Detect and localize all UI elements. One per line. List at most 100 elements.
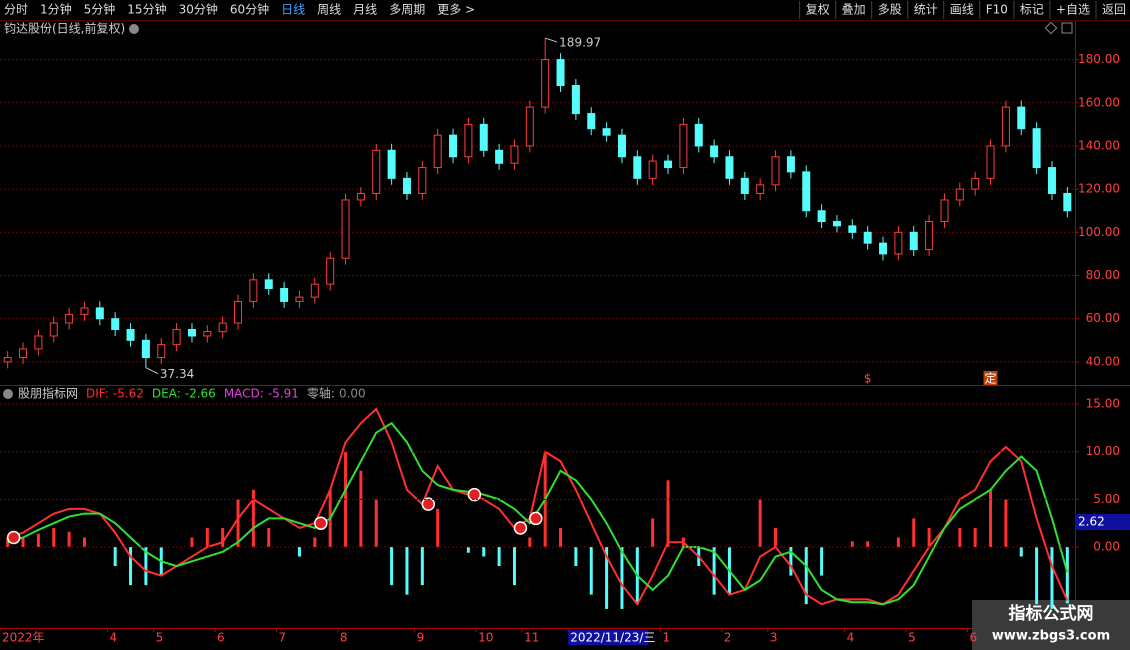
event-marker-box xyxy=(860,371,875,385)
toolbar-button[interactable]: 30分钟 xyxy=(179,2,218,17)
toolbar-button[interactable]: 统计 xyxy=(914,3,938,17)
toolbar-button[interactable]: 更多 > xyxy=(437,3,475,17)
macd-bar xyxy=(1004,499,1008,548)
legend-text: 零轴: xyxy=(307,386,335,401)
candle-body xyxy=(1063,192,1072,212)
x-tick-label: 5 xyxy=(156,631,164,645)
chart-title: 钧达股份(日线,前复权) xyxy=(4,21,125,36)
legend-text: -5.62 xyxy=(113,387,144,401)
candle-body xyxy=(326,257,335,285)
toolbar-button[interactable]: 多股 xyxy=(878,3,902,17)
toolbar-button[interactable]: 60分钟 xyxy=(230,2,269,17)
y-tick-label: 5.00 xyxy=(1093,492,1120,506)
legend-text: MACD: xyxy=(224,387,264,401)
x-tick-label: 10 xyxy=(478,631,493,645)
candle-body xyxy=(65,313,74,324)
y-tick-label: 180.00 xyxy=(1078,52,1120,66)
indicator-menu-icon[interactable] xyxy=(3,389,13,399)
macd-bar xyxy=(497,547,501,567)
candle-body xyxy=(19,348,28,359)
candle-body xyxy=(433,134,442,169)
macd-bar xyxy=(912,518,916,548)
candle-body xyxy=(449,134,458,158)
toolbar-button[interactable]: 画线 xyxy=(950,3,974,17)
candle-body xyxy=(464,123,473,158)
toolbar-button[interactable]: 分时 xyxy=(4,3,28,17)
candle-body xyxy=(280,287,289,302)
y-tick-label: 10.00 xyxy=(1086,444,1120,458)
candle-body xyxy=(664,160,673,169)
macd-bar xyxy=(804,547,808,605)
toolbar-button[interactable]: 多周期 xyxy=(389,3,425,17)
candle-body xyxy=(756,184,765,194)
candle-body xyxy=(587,113,596,130)
toolbar-button[interactable]: 15分钟 xyxy=(127,2,166,17)
candle-body xyxy=(694,123,703,147)
macd-bar xyxy=(605,547,609,609)
y-tick-label: 15.00 xyxy=(1086,397,1120,411)
window-icon[interactable] xyxy=(1061,22,1073,34)
toolbar-button[interactable]: 复权 xyxy=(806,3,830,17)
candle-body xyxy=(418,167,427,194)
candle-body xyxy=(203,331,212,337)
macd-bar xyxy=(1065,547,1069,604)
candle-body xyxy=(510,145,519,164)
candle-body xyxy=(848,225,857,233)
candle-body xyxy=(832,221,841,227)
event-marker[interactable]: $ xyxy=(864,372,872,386)
macd-bar xyxy=(820,547,824,576)
candle-body xyxy=(1001,106,1010,147)
toolbar-button[interactable]: 叠加 xyxy=(842,3,866,17)
signal-marker xyxy=(314,516,328,530)
macd-bar xyxy=(205,527,209,548)
legend-text: -2.66 xyxy=(185,387,216,401)
candle-body xyxy=(986,145,995,179)
toolbar-button[interactable]: +自选 xyxy=(1056,3,1090,17)
candle-body xyxy=(786,156,795,173)
macd-bar xyxy=(1019,547,1023,557)
candle-body xyxy=(80,307,89,315)
macd-bar xyxy=(866,541,870,548)
macd-bar xyxy=(574,547,578,567)
toolbar-button[interactable]: 日线 xyxy=(281,3,305,17)
diamond-icon[interactable] xyxy=(1044,21,1058,35)
macd-bar xyxy=(589,547,593,595)
macd-bar xyxy=(712,547,716,595)
signal-marker xyxy=(6,530,21,545)
x-tick-label: 1 xyxy=(662,631,670,645)
title-menu-icon[interactable] xyxy=(129,24,139,34)
toolbar-button[interactable]: 周线 xyxy=(317,3,341,17)
candle-body xyxy=(955,188,964,201)
indicator-line xyxy=(7,421,1069,606)
candle-body xyxy=(863,231,872,244)
min-pointer xyxy=(145,367,159,375)
macd-bar xyxy=(466,547,470,553)
legend-text: 0.00 xyxy=(339,387,366,401)
candle-body xyxy=(264,279,273,289)
macd-bar xyxy=(958,527,962,548)
macd-bar xyxy=(927,527,931,548)
x-tick-label: 2022/11/23/三 xyxy=(570,631,655,645)
macd-bar xyxy=(374,499,378,548)
y-tick-label: 160.00 xyxy=(1078,95,1120,109)
toolbar-button[interactable]: 返回 xyxy=(1102,3,1126,17)
toolbar-button[interactable]: 5分钟 xyxy=(84,2,116,17)
toolbar-button[interactable]: F10 xyxy=(986,3,1008,17)
candle-body xyxy=(556,59,565,87)
event-marker[interactable]: 定 xyxy=(985,371,997,386)
macd-bar xyxy=(236,499,240,548)
legend-text: 股朋指标网 xyxy=(18,386,78,401)
macd-bar xyxy=(989,489,993,548)
cursor-value-box xyxy=(1075,514,1130,531)
toolbar-button[interactable]: 月线 xyxy=(353,3,377,17)
toolbar-button[interactable]: 1分钟 xyxy=(40,2,72,17)
candle-body xyxy=(49,322,58,337)
x-tick-label: 3 xyxy=(770,631,778,645)
legend-text: DIF: xyxy=(86,387,109,401)
toolbar-button[interactable]: 标记 xyxy=(1020,3,1044,17)
candle-body xyxy=(126,329,135,341)
macd-bar xyxy=(359,470,363,548)
x-tick-label: 4 xyxy=(110,631,118,645)
x-tick-label: 2 xyxy=(724,631,732,645)
